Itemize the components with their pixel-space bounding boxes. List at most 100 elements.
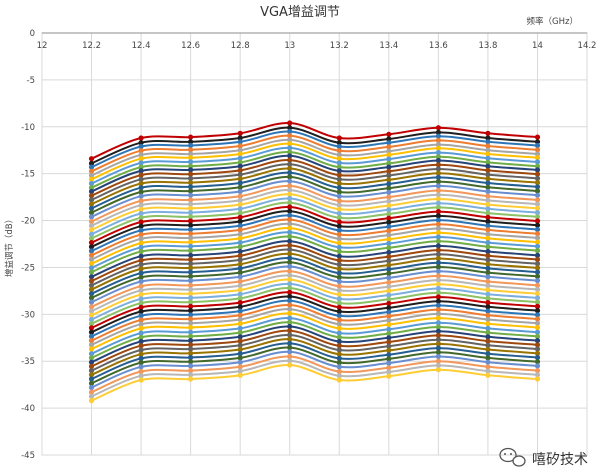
data-point xyxy=(435,221,441,227)
data-point xyxy=(138,325,144,331)
data-point xyxy=(138,368,144,375)
data-point xyxy=(435,183,441,189)
data-point xyxy=(386,181,392,187)
data-point xyxy=(485,283,491,289)
data-point xyxy=(336,296,342,302)
data-point xyxy=(485,359,491,365)
series-line xyxy=(91,121,538,160)
data-point xyxy=(88,235,95,241)
series-5 xyxy=(88,137,541,179)
series-31 xyxy=(88,247,541,288)
series-line xyxy=(91,278,538,317)
data-point xyxy=(534,359,541,365)
data-point xyxy=(435,353,441,360)
data-point xyxy=(485,257,491,263)
data-point xyxy=(188,372,194,378)
data-point xyxy=(386,352,392,358)
data-point xyxy=(287,157,293,163)
data-point xyxy=(435,273,441,279)
data-point xyxy=(287,145,293,151)
data-point xyxy=(435,345,441,351)
data-point xyxy=(386,140,392,146)
series-22 xyxy=(88,208,541,250)
series-line xyxy=(91,291,538,329)
data-point xyxy=(435,337,441,343)
series-line xyxy=(91,130,538,169)
data-point xyxy=(88,261,95,267)
data-point xyxy=(485,330,491,336)
data-point xyxy=(435,125,441,131)
data-point xyxy=(386,164,392,170)
data-point xyxy=(138,236,144,242)
data-point xyxy=(237,180,243,186)
series-line xyxy=(91,282,538,321)
series-line xyxy=(91,175,538,214)
data-point xyxy=(237,300,243,306)
data-point xyxy=(485,147,491,153)
data-point xyxy=(237,330,243,336)
data-point xyxy=(336,317,342,323)
data-point xyxy=(237,176,243,182)
data-point xyxy=(485,218,491,225)
y-tick-label: 0 xyxy=(30,29,35,39)
data-point xyxy=(88,368,95,374)
data-point xyxy=(386,203,392,209)
data-point xyxy=(138,266,144,272)
data-point xyxy=(435,174,441,180)
data-point xyxy=(88,325,95,331)
series-line xyxy=(91,317,538,355)
data-point xyxy=(138,193,144,199)
data-point xyxy=(287,170,293,176)
data-point xyxy=(88,363,95,369)
series-line xyxy=(91,159,538,197)
x-tick-label: 12.6 xyxy=(181,41,200,51)
data-point xyxy=(287,255,293,261)
data-point xyxy=(386,228,392,234)
data-point xyxy=(237,135,243,141)
data-point xyxy=(534,231,541,237)
data-point xyxy=(435,307,441,313)
data-point xyxy=(138,172,144,178)
data-point xyxy=(237,214,243,220)
data-point xyxy=(287,212,293,218)
series-18 xyxy=(88,191,541,233)
data-point xyxy=(534,248,541,254)
series-line xyxy=(91,193,538,231)
data-point xyxy=(336,223,342,229)
data-point xyxy=(287,263,293,270)
data-point xyxy=(435,133,441,139)
data-point xyxy=(386,284,392,290)
data-point xyxy=(237,342,243,348)
data-point xyxy=(287,293,293,300)
data-point xyxy=(287,349,293,355)
data-point xyxy=(138,215,144,221)
data-point xyxy=(485,167,491,173)
data-point xyxy=(435,362,441,368)
data-point xyxy=(336,232,342,238)
data-point xyxy=(435,268,441,274)
data-point xyxy=(237,130,243,136)
series-52 xyxy=(88,336,541,378)
series-line xyxy=(91,355,538,394)
data-point xyxy=(386,335,392,341)
series-7 xyxy=(88,145,541,187)
data-point xyxy=(435,277,441,283)
data-point xyxy=(88,252,95,258)
data-point xyxy=(534,303,541,309)
series-26 xyxy=(88,225,541,267)
data-point xyxy=(188,210,194,216)
data-point xyxy=(336,360,342,366)
data-point xyxy=(138,355,144,361)
data-point xyxy=(534,363,541,369)
x-tick-label: 12.4 xyxy=(132,41,151,51)
data-point xyxy=(287,251,293,257)
data-point xyxy=(534,269,541,275)
data-point xyxy=(188,180,194,186)
data-point xyxy=(188,299,194,305)
data-point xyxy=(138,180,144,187)
x-tick-label: 12 xyxy=(37,41,48,51)
data-point xyxy=(485,244,491,250)
series-line xyxy=(91,134,538,173)
data-point xyxy=(386,258,392,264)
data-point xyxy=(188,286,194,293)
